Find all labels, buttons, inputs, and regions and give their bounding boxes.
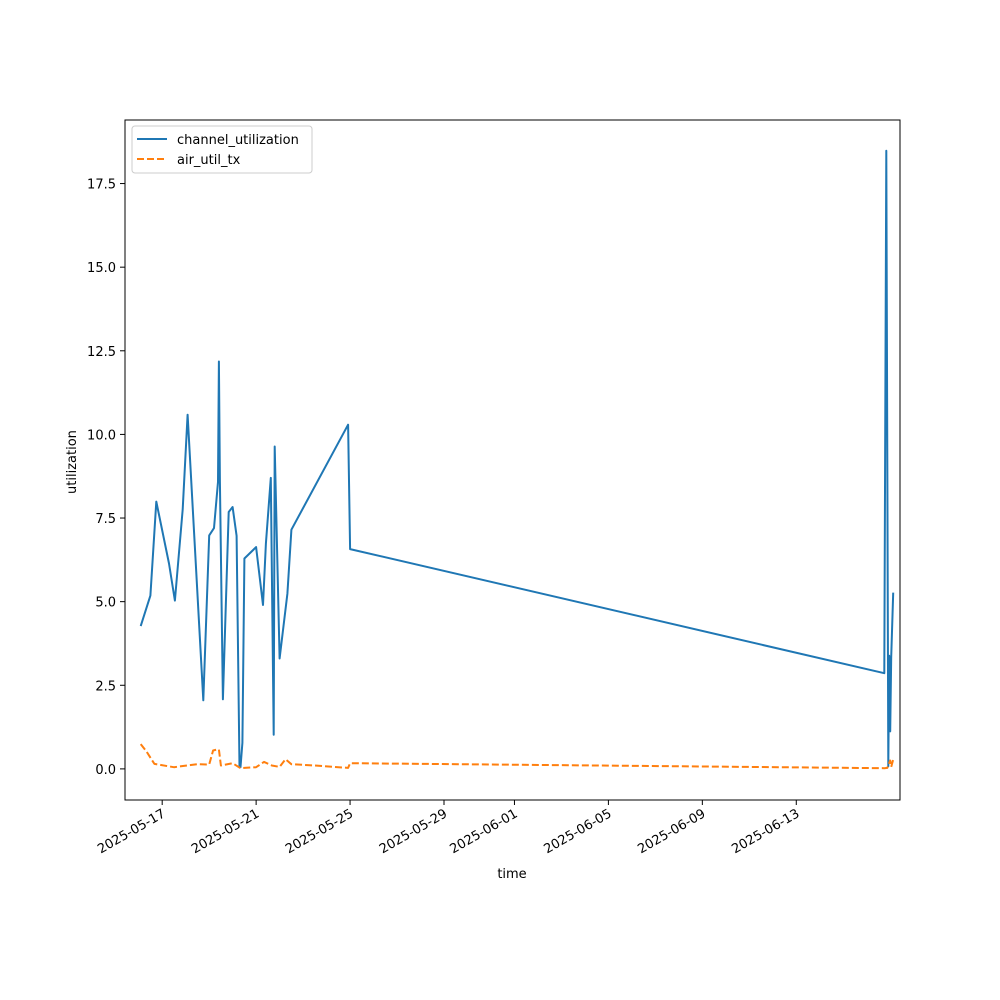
y-tick-label: 15.0 [87, 261, 116, 276]
y-axis: 0.0 2.5 5.0 7.5 10.0 12.5 15.0 17.5 [87, 178, 125, 778]
plot-frame [124, 119, 901, 801]
y-tick-label: 10.0 [87, 428, 116, 443]
x-axis-label: time [497, 867, 526, 882]
series-line-air-util-tx [139, 743, 895, 770]
legend-label-air-util-tx: air_util_tx [177, 153, 241, 168]
series-line-channel-utilization [139, 149, 895, 769]
plot-layer [139, 149, 895, 770]
y-tick-label: 0.0 [95, 763, 116, 778]
legend-label-channel-utilization: channel_utilization [177, 133, 299, 148]
y-tick-label: 12.5 [87, 345, 116, 360]
y-tick-label: 2.5 [95, 679, 116, 694]
y-tick-label: 7.5 [95, 512, 116, 527]
y-tick-label: 5.0 [95, 596, 116, 611]
y-axis-label: utilization [65, 430, 80, 494]
legend: channel_utilization air_util_tx [131, 125, 313, 174]
y-tick-label: 17.5 [87, 178, 116, 193]
legend-box [131, 125, 313, 174]
